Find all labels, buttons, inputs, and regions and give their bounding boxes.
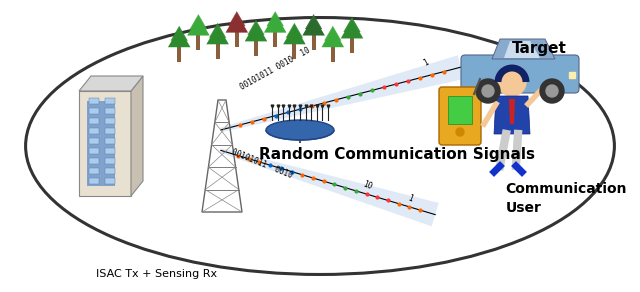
Text: 00101011 0010  10: 00101011 0010 10 <box>239 46 312 92</box>
Circle shape <box>482 85 494 97</box>
FancyBboxPatch shape <box>461 55 579 93</box>
Circle shape <box>476 79 500 103</box>
Text: 1: 1 <box>421 58 429 68</box>
Text: ISAC Tx + Sensing Rx: ISAC Tx + Sensing Rx <box>96 270 218 279</box>
Bar <box>105 128 115 134</box>
Bar <box>89 98 99 104</box>
Bar <box>105 98 115 104</box>
Polygon shape <box>494 96 530 134</box>
Text: 10: 10 <box>362 179 374 191</box>
Text: 1: 1 <box>406 194 414 204</box>
Bar <box>105 118 115 124</box>
FancyBboxPatch shape <box>79 91 131 196</box>
Ellipse shape <box>26 18 614 274</box>
Bar <box>448 96 472 124</box>
Bar <box>177 47 181 62</box>
Polygon shape <box>492 39 555 59</box>
Bar <box>235 32 239 47</box>
Bar <box>105 108 115 114</box>
Polygon shape <box>504 41 540 58</box>
Bar <box>87 101 115 186</box>
Bar <box>105 158 115 164</box>
Bar <box>89 138 99 144</box>
Polygon shape <box>220 148 439 226</box>
Bar <box>89 148 99 154</box>
Bar <box>331 47 335 62</box>
Bar <box>254 41 258 56</box>
Bar <box>105 148 115 154</box>
Polygon shape <box>509 99 515 124</box>
Bar <box>89 118 99 124</box>
Bar <box>105 178 115 184</box>
Circle shape <box>546 85 558 97</box>
Bar <box>89 128 99 134</box>
Text: Target: Target <box>512 41 567 56</box>
Text: 00101011  0010: 00101011 0010 <box>230 148 294 180</box>
Bar <box>89 168 99 174</box>
Bar <box>89 158 99 164</box>
Bar <box>105 168 115 174</box>
Polygon shape <box>220 55 464 132</box>
Bar <box>273 32 277 47</box>
Polygon shape <box>131 76 143 196</box>
Polygon shape <box>79 76 143 91</box>
Bar <box>105 138 115 144</box>
Bar <box>89 178 99 184</box>
Bar <box>89 108 99 114</box>
Bar <box>312 35 316 50</box>
Text: Communication
User: Communication User <box>506 182 627 215</box>
Circle shape <box>456 128 464 136</box>
Ellipse shape <box>266 120 334 140</box>
Bar <box>216 44 220 59</box>
Bar <box>350 38 354 53</box>
Text: Random Communication Signals: Random Communication Signals <box>259 147 535 162</box>
Circle shape <box>498 68 526 96</box>
Circle shape <box>540 79 564 103</box>
FancyBboxPatch shape <box>439 87 481 145</box>
Bar <box>196 35 200 50</box>
Bar <box>292 44 296 59</box>
